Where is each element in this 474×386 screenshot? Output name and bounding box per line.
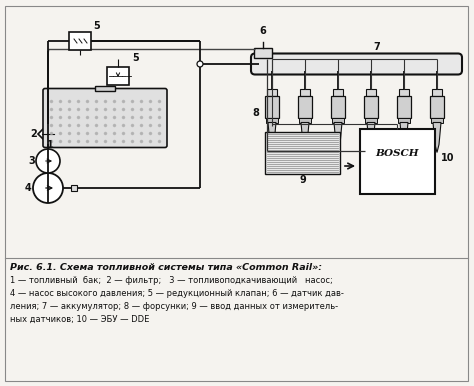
Text: Рис. 6.1. Схема топливной системы типа «Common Rail»:: Рис. 6.1. Схема топливной системы типа «… (10, 263, 322, 272)
Text: BOSCH: BOSCH (376, 149, 419, 157)
Polygon shape (301, 122, 309, 152)
Bar (71, 185, 77, 191)
Text: 10: 10 (441, 153, 455, 163)
Bar (398, 117, 410, 122)
Polygon shape (334, 122, 342, 152)
Text: 5: 5 (132, 53, 139, 63)
Text: 3: 3 (28, 156, 35, 166)
Bar (366, 88, 376, 95)
Bar (95, 86, 115, 90)
Bar (266, 117, 278, 122)
Bar (267, 88, 277, 95)
Bar (332, 117, 344, 122)
Bar (399, 88, 409, 95)
Bar (298, 95, 312, 117)
Bar (265, 95, 279, 117)
Bar (107, 67, 129, 85)
Circle shape (197, 61, 203, 67)
Bar (300, 88, 310, 95)
Text: 1: 1 (47, 139, 54, 149)
Circle shape (33, 173, 63, 203)
Circle shape (36, 149, 60, 173)
Bar (254, 47, 272, 58)
Bar (331, 95, 345, 117)
Bar (431, 117, 443, 122)
Text: 4 — насос высокого давления; 5 — редукционный клапан; 6 — датчик дав-: 4 — насос высокого давления; 5 — редукци… (10, 289, 344, 298)
Text: 4: 4 (25, 183, 32, 193)
Text: 8: 8 (252, 108, 259, 119)
Text: 6: 6 (260, 25, 266, 36)
Bar (365, 117, 377, 122)
Bar (397, 95, 411, 117)
Text: ных датчиков; 10 — ЭБУ — DDE: ных датчиков; 10 — ЭБУ — DDE (10, 315, 149, 324)
Polygon shape (38, 124, 58, 144)
Polygon shape (400, 122, 408, 152)
Bar (430, 95, 444, 117)
Text: 7: 7 (373, 42, 380, 51)
Text: ления; 7 — аккумулятор; 8 — форсунки; 9 — ввод данных от измеритель-: ления; 7 — аккумулятор; 8 — форсунки; 9 … (10, 302, 338, 311)
FancyBboxPatch shape (43, 88, 167, 147)
Polygon shape (367, 122, 375, 152)
Bar (299, 117, 311, 122)
Bar (265, 132, 340, 174)
Text: 9: 9 (299, 175, 306, 185)
Polygon shape (268, 122, 276, 152)
Bar (432, 88, 442, 95)
FancyBboxPatch shape (251, 54, 462, 74)
Text: 1 — топливный  бак;  2 — фильтр;   3 — топливоподкачивающий   насос;: 1 — топливный бак; 2 — фильтр; 3 — топли… (10, 276, 333, 285)
Text: 5: 5 (93, 21, 100, 31)
Bar (364, 95, 378, 117)
Bar (69, 32, 91, 50)
Text: 2: 2 (30, 129, 37, 139)
Polygon shape (433, 122, 441, 152)
Bar (360, 129, 435, 193)
Bar (333, 88, 343, 95)
